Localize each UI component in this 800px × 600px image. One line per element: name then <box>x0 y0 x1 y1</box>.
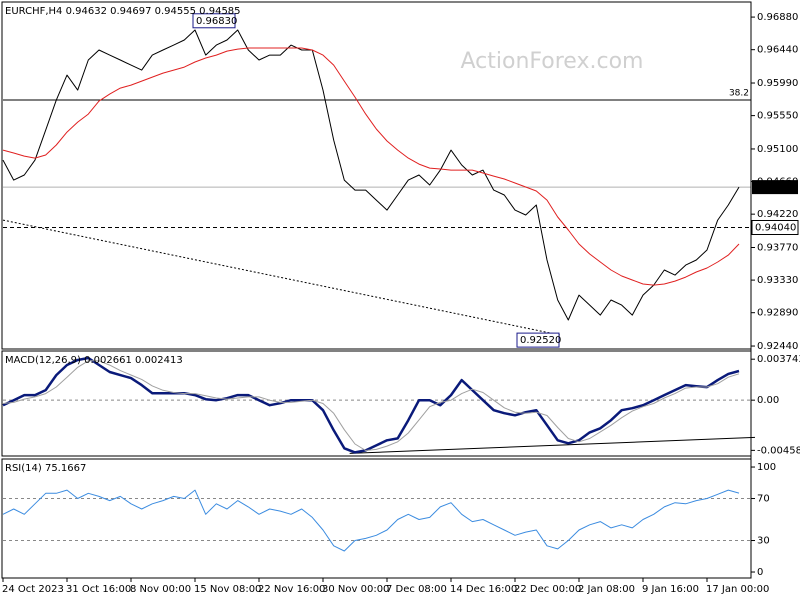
series-line <box>2 29 740 321</box>
x-tick-label: 31 Oct 16:00 <box>66 584 131 595</box>
y-tick-label: 30 <box>757 536 770 547</box>
series-line <box>2 356 740 454</box>
price-marker-box <box>192 13 236 29</box>
series-line <box>2 47 740 286</box>
pane-title: EURCHF,H4 0.94632 0.94697 0.94555 0.9458… <box>5 6 241 17</box>
y-tick-label: 0.96440 <box>757 45 798 56</box>
price-marker-label: 0.92520 <box>520 335 561 346</box>
current-price-box <box>752 180 798 195</box>
y-tick-label: 0.92440 <box>757 341 798 352</box>
y-tick-label: 0.95550 <box>757 111 798 122</box>
y-tick-label: -0.004585 <box>757 445 800 456</box>
x-tick-label: 22 Nov 16:00 <box>258 584 325 595</box>
x-tick-label: 8 Nov 00:00 <box>130 584 191 595</box>
price-marker-box <box>516 332 560 348</box>
y-tick-label: 0 <box>757 567 763 578</box>
x-tick-label: 14 Dec 16:00 <box>450 584 517 595</box>
price-marker-label: 0.96830 <box>196 16 237 27</box>
series-line <box>2 489 740 552</box>
x-tick-label: 7 Dec 08:00 <box>386 584 447 595</box>
current-price-label: 0.94585 <box>755 182 796 193</box>
pane-title: MACD(12,26,9) 0.002661 0.002413 <box>5 355 183 366</box>
trendline <box>2 219 560 336</box>
x-tick-label: 24 Oct 2023 <box>2 584 64 595</box>
series-line <box>2 360 740 451</box>
y-tick-label: 0.003743 <box>757 354 800 365</box>
y-tick-label: 0.96880 <box>757 12 798 23</box>
y-tick-label: 0.95100 <box>757 144 798 155</box>
y-tick-label: 0.92890 <box>757 308 798 319</box>
level-label-box <box>751 219 799 235</box>
x-tick-label: 2 Jan 08:00 <box>578 584 635 595</box>
y-tick-label: 0.93330 <box>757 275 798 286</box>
watermark: ActionForex.com <box>461 49 644 74</box>
x-tick-label: 22 Dec 00:00 <box>514 584 581 595</box>
y-tick-label: 0.00 <box>757 395 779 406</box>
level-label: 0.94040 <box>755 222 796 233</box>
pane-title: RSI(14) 75.1667 <box>5 463 86 474</box>
y-tick-label: 0.95990 <box>757 78 798 89</box>
x-tick-label: 30 Nov 00:00 <box>322 584 389 595</box>
fib-level-label: 38.2 <box>729 89 749 99</box>
x-tick-label: 9 Jan 16:00 <box>642 584 699 595</box>
y-tick-label: 0.93770 <box>757 242 798 253</box>
y-tick-label: 0.94220 <box>757 209 798 220</box>
x-tick-label: 17 Jan 00:00 <box>706 584 769 595</box>
x-tick-label: 15 Nov 08:00 <box>194 584 261 595</box>
y-tick-label: 100 <box>757 462 776 473</box>
trendline <box>349 436 756 454</box>
y-tick-label: 70 <box>757 494 770 505</box>
